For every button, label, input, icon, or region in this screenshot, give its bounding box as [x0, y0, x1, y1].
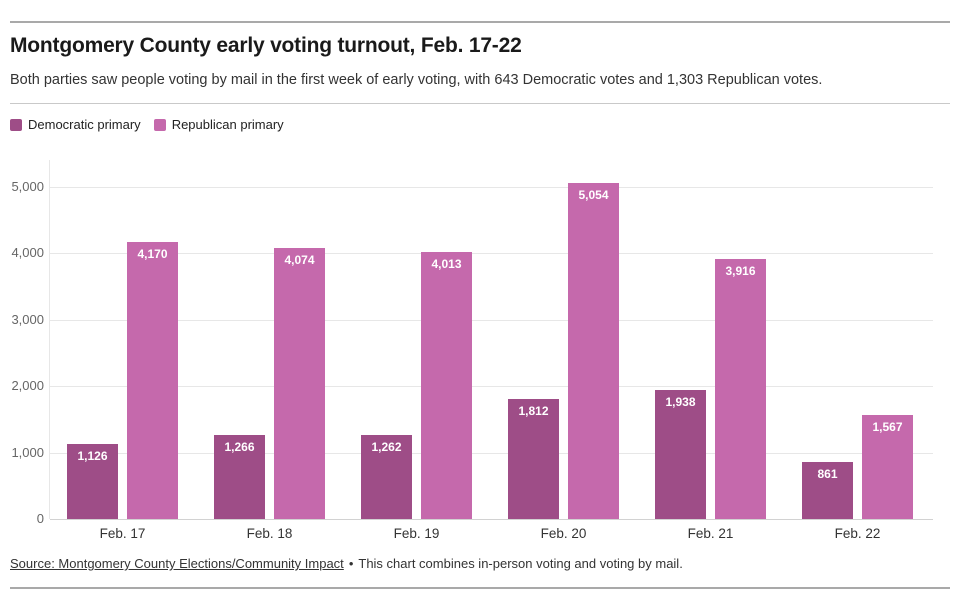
legend-label-democratic: Democratic primary — [28, 117, 141, 132]
bar-republican-feb-18[interactable]: 4,074 — [274, 248, 325, 519]
source-note: This chart combines in-person voting and… — [358, 556, 683, 571]
bottom-rule — [10, 587, 950, 589]
legend-item-republican: Republican primary — [153, 117, 284, 132]
y-tick-label-2-000: 2,000 — [11, 378, 44, 393]
source-link[interactable]: Source: Montgomery County Elections/Comm… — [10, 556, 344, 571]
bar-democratic-feb-22[interactable]: 861 — [802, 462, 853, 519]
y-tick-label-4-000: 4,000 — [11, 245, 44, 260]
bar-value-label: 4,170 — [137, 247, 168, 261]
y-tick-label-0: 0 — [36, 511, 44, 526]
bar-value-label: 5,054 — [578, 188, 609, 202]
legend-swatch-democratic — [10, 118, 22, 131]
bar-democratic-feb-18[interactable]: 1,266 — [214, 435, 265, 519]
bar-value-label: 1,938 — [665, 395, 696, 409]
bar-value-label: 1,266 — [224, 440, 255, 454]
chart-subtitle: Both parties saw people voting by mail i… — [10, 72, 823, 88]
x-tick-label-feb-18: Feb. 18 — [246, 526, 293, 541]
header-divider — [10, 103, 950, 104]
y-tick-label-3-000: 3,000 — [11, 312, 44, 327]
gridline-4000 — [50, 253, 933, 254]
bar-democratic-feb-19[interactable]: 1,262 — [361, 435, 412, 519]
bar-democratic-feb-17[interactable]: 1,126 — [67, 444, 118, 519]
y-tick-label-1-000: 1,000 — [11, 445, 44, 460]
bar-value-label: 1,126 — [77, 449, 108, 463]
gridline-0 — [50, 519, 933, 520]
bar-republican-feb-20[interactable]: 5,054 — [568, 183, 619, 519]
y-tick-label-5-000: 5,000 — [11, 179, 44, 194]
top-rule — [10, 21, 950, 23]
legend-label-republican: Republican primary — [171, 117, 284, 132]
legend-swatch-republican — [153, 118, 166, 131]
gridline-3000 — [50, 320, 933, 321]
x-tick-label-feb-22: Feb. 22 — [834, 526, 881, 541]
bar-republican-feb-21[interactable]: 3,916 — [715, 259, 766, 519]
bar-republican-feb-17[interactable]: 4,170 — [127, 242, 178, 519]
bar-value-label: 3,916 — [725, 264, 756, 278]
bar-value-label: 4,013 — [431, 257, 462, 271]
x-tick-label-feb-21: Feb. 21 — [687, 526, 734, 541]
source-line: Source: Montgomery County Elections/Comm… — [10, 556, 683, 571]
y-axis-line — [49, 160, 50, 519]
source-separator: • — [348, 556, 354, 571]
bar-value-label: 1,812 — [518, 404, 549, 418]
x-tick-label-feb-20: Feb. 20 — [540, 526, 587, 541]
x-tick-label-feb-17: Feb. 17 — [99, 526, 146, 541]
bar-democratic-feb-20[interactable]: 1,812 — [508, 399, 559, 519]
bar-democratic-feb-21[interactable]: 1,938 — [655, 390, 706, 519]
bar-republican-feb-22[interactable]: 1,567 — [862, 415, 913, 519]
x-tick-label-feb-19: Feb. 19 — [393, 526, 440, 541]
legend: Democratic primary Republican primary — [10, 117, 284, 132]
bar-value-label: 1,567 — [872, 420, 903, 434]
chart-title: Montgomery County early voting turnout, … — [10, 34, 522, 57]
bar-value-label: 861 — [817, 467, 838, 481]
gridline-2000 — [50, 386, 933, 387]
grouped-bar-chart: 0 1,000 2,000 3,000 4,000 5,000 1,126 4,170 Feb.… — [0, 160, 960, 552]
bar-value-label: 4,074 — [284, 253, 315, 267]
gridline-1000 — [50, 453, 933, 454]
bar-value-label: 1,262 — [371, 440, 402, 454]
bar-republican-feb-19[interactable]: 4,013 — [421, 252, 472, 519]
legend-item-democratic: Democratic primary — [10, 117, 141, 132]
gridline-5000 — [50, 187, 933, 188]
